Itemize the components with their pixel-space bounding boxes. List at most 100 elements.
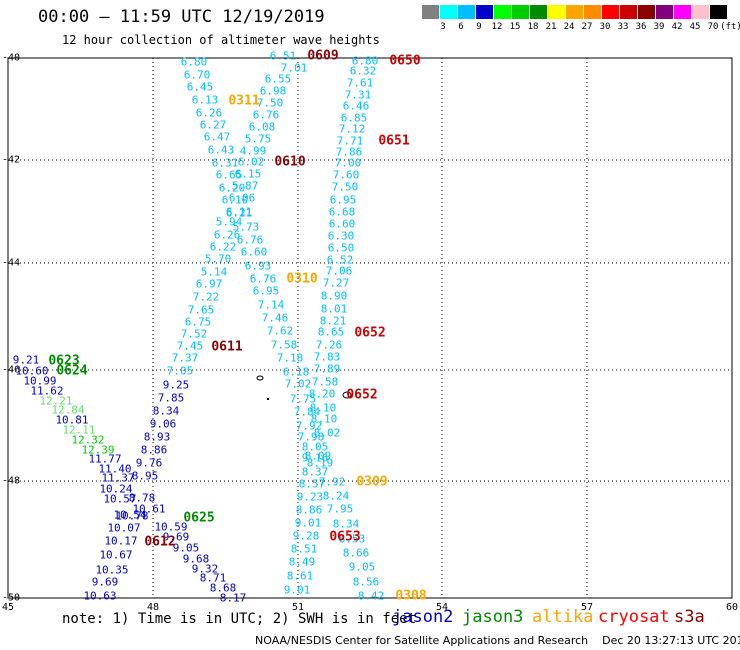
track-c-swh: 6.85: [340, 111, 368, 125]
scale-label: 33: [617, 22, 629, 32]
lat-lon-grid: [8, 58, 732, 598]
scale-label: 15: [509, 22, 521, 32]
track-c-swh: 7.58: [311, 375, 339, 389]
track-b-swh: 6.10: [221, 193, 249, 207]
track-c-swh: 7.26: [315, 338, 343, 352]
track-b-swh: 6.13: [191, 93, 219, 107]
legend-jason2: jason2: [392, 607, 454, 627]
track-a-swh: 6.95: [252, 284, 280, 298]
track-f-swh: 12.84: [51, 403, 85, 417]
track-a-swh: 8.05: [301, 440, 329, 454]
lon-label: 45: [1, 602, 15, 613]
track-f-swh: 12.21: [39, 394, 73, 408]
scale-swatch: [602, 5, 619, 19]
track-b-swh: 6.26: [213, 228, 241, 242]
island-dot: [267, 398, 269, 400]
track-e-swh: 10.24: [99, 482, 133, 496]
track-c-swh: 8.56: [352, 575, 380, 589]
track-e-swh: 10.57: [103, 492, 137, 506]
track-c-swh: 8.10: [310, 412, 338, 426]
track-a-swh: 9.28: [292, 529, 320, 543]
track-c-swh: 8.20: [308, 387, 336, 401]
track-d-swh: 8.86: [140, 443, 168, 457]
track-f-swh: 12.11: [62, 423, 96, 437]
track-d-swh: 8.93: [143, 430, 171, 444]
track-f-swh: 12.32: [71, 433, 105, 447]
pass-label-0611: 0611: [211, 339, 243, 355]
track-b-swh: 7.65: [187, 303, 215, 317]
track-c-swh: 8.65: [317, 325, 345, 339]
scale-label: 9: [476, 22, 482, 32]
scale-swatch: [620, 5, 637, 19]
track-a-swh: 6.18: [282, 365, 310, 379]
pass-label-0612: 0612: [144, 534, 176, 550]
scale-swatch: [458, 5, 475, 19]
pass-label-0650: 0650: [389, 53, 421, 69]
track-d-swh: 9.76: [135, 456, 163, 470]
scale-swatch: [476, 5, 493, 19]
track-d-swh: 9.69: [162, 530, 190, 544]
track-b-swh: 6.70: [183, 68, 211, 82]
track-a-swh: 7.50: [256, 96, 284, 110]
scale-swatch: [422, 5, 439, 19]
map-frame: [7, 57, 733, 599]
lat-label: -44: [2, 257, 21, 269]
track-a-swh: 5.73: [232, 220, 260, 234]
track-e-swh: 10.54: [113, 508, 147, 522]
scale-swatch: [710, 5, 727, 19]
track-b-swh: 7.37: [171, 351, 199, 365]
scale-label: 24: [563, 22, 575, 32]
pass-label-0624: 0624: [56, 363, 88, 379]
track-c-swh: 8.34: [332, 517, 360, 531]
track-b-swh: 6.65: [215, 168, 243, 182]
track-a-swh: 9.01: [294, 516, 322, 530]
scale-swatch: [566, 5, 583, 19]
track-b-swh: 7.52: [180, 327, 208, 341]
scale-label: 45: [689, 22, 701, 32]
track-e-swh: 10.35: [95, 563, 129, 577]
lon-label: 57: [580, 602, 594, 613]
track-c-swh: 7.61: [346, 76, 374, 90]
track-e-swh: 9.69: [91, 575, 119, 589]
track-b-swh: 6.31: [211, 156, 239, 170]
lat-label: -40: [2, 52, 21, 64]
track-a-swh: 8.19: [306, 456, 334, 470]
track-c-swh: 7.00: [334, 156, 362, 170]
scale-swatch: [584, 5, 601, 19]
scale-swatch: [512, 5, 529, 19]
track-e-swh: 10.60: [15, 364, 49, 378]
track-c-swh: 6.50: [327, 241, 355, 255]
track-b-swh: 6.97: [195, 277, 223, 291]
pass-label-0625: 0625: [183, 510, 215, 526]
track-c-swh: 8.02: [313, 426, 341, 440]
track-a-swh: 6.15: [234, 167, 262, 181]
track-a-swh: 6.11: [225, 205, 253, 219]
track-c-swh: 9.05: [348, 560, 376, 574]
track-a-swh: 8.57: [298, 477, 326, 491]
track-c-swh: 6.68: [328, 205, 356, 219]
track-a-swh: 6.02: [237, 155, 265, 169]
track-b-swh: 6.21: [225, 206, 253, 220]
track-b-swh: 5.70: [204, 252, 232, 266]
scale-label: 42: [671, 22, 683, 32]
track-b-swh: 6.80: [180, 55, 208, 69]
track-b-swh: 6.47: [203, 130, 231, 144]
scale-label: 27: [581, 22, 593, 32]
pass-label-0308: 0308: [395, 588, 427, 604]
track-d-swh: 7.85: [157, 391, 185, 405]
track-b-swh: 6.45: [186, 80, 214, 94]
track-c-swh: 6.46: [342, 99, 370, 113]
lat-label: -42: [2, 154, 21, 166]
track-d-swh: 9.68: [182, 552, 210, 566]
scale-label: 36: [635, 22, 647, 32]
track-e-swh: 11.62: [30, 384, 64, 398]
track-c-swh: 7.95: [326, 502, 354, 516]
track-c-swh: 6.80: [351, 54, 379, 68]
track-a-swh: 7.01: [280, 61, 308, 75]
track-a-swh: 4.99: [239, 144, 267, 158]
track-c-swh: 8.53: [338, 532, 366, 546]
track-a-swh: 7.75: [289, 392, 317, 406]
track-a-swh: 9.01: [283, 583, 311, 597]
track-e-swh: 10.17: [104, 534, 138, 548]
track-a-swh: 6.93: [244, 259, 272, 273]
